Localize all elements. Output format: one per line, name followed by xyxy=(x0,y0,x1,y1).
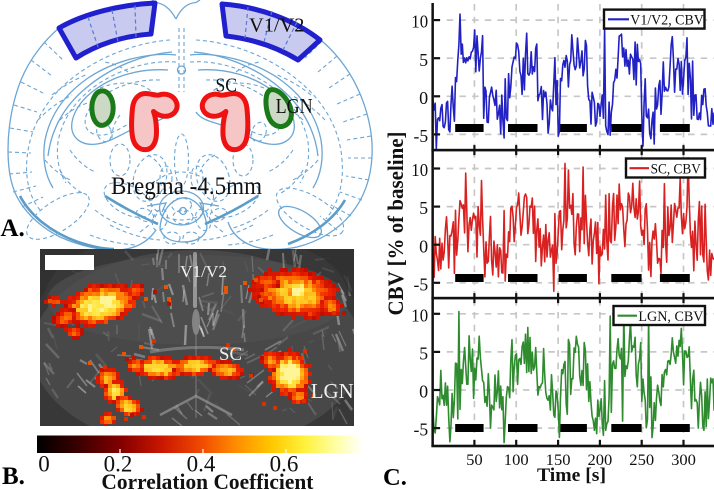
svg-text:5: 5 xyxy=(419,198,428,218)
svg-text:Time [s]: Time [s] xyxy=(537,465,606,486)
svg-text:SC: SC xyxy=(219,345,242,365)
svg-text:-5: -5 xyxy=(414,274,429,294)
svg-text:0: 0 xyxy=(419,382,428,402)
svg-text:0.2: 0.2 xyxy=(104,451,133,476)
svg-text:150: 150 xyxy=(546,451,571,469)
svg-text:10: 10 xyxy=(411,160,428,180)
svg-text:0: 0 xyxy=(419,236,428,256)
svg-text:0.4: 0.4 xyxy=(187,451,216,476)
svg-text:250: 250 xyxy=(629,451,654,469)
svg-text:C.: C. xyxy=(383,464,407,490)
svg-text:100: 100 xyxy=(504,451,529,469)
svg-text:200: 200 xyxy=(588,451,613,469)
svg-text:-5: -5 xyxy=(414,420,429,440)
svg-text:300: 300 xyxy=(671,451,696,469)
svg-text:LGN, CBV: LGN, CBV xyxy=(638,309,704,325)
svg-text:10: 10 xyxy=(411,305,428,325)
svg-text:0: 0 xyxy=(419,88,428,108)
svg-text:B.: B. xyxy=(2,463,25,490)
svg-text:V1/V2: V1/V2 xyxy=(180,262,227,281)
svg-text:5: 5 xyxy=(419,50,428,70)
svg-text:V1/V2: V1/V2 xyxy=(249,15,305,37)
svg-text:CBV [% of baseline]: CBV [% of baseline] xyxy=(383,132,408,316)
svg-text:Bregma -4.5mm: Bregma -4.5mm xyxy=(111,173,263,200)
svg-text:A.: A. xyxy=(1,215,25,242)
svg-text:LGN: LGN xyxy=(311,379,354,403)
svg-text:LGN: LGN xyxy=(276,94,313,118)
svg-text:SC, CBV: SC, CBV xyxy=(651,161,702,177)
svg-text:50: 50 xyxy=(466,451,483,469)
svg-text:0: 0 xyxy=(38,451,50,476)
svg-text:Correlation Coefficient: Correlation Coefficient xyxy=(101,470,314,490)
svg-text:V1/V2, CBV: V1/V2, CBV xyxy=(630,13,704,29)
svg-text:0.6: 0.6 xyxy=(270,451,299,476)
svg-text:SC: SC xyxy=(216,74,238,96)
svg-text:-5: -5 xyxy=(414,126,429,146)
svg-text:5: 5 xyxy=(419,344,428,364)
svg-text:10: 10 xyxy=(411,12,428,32)
